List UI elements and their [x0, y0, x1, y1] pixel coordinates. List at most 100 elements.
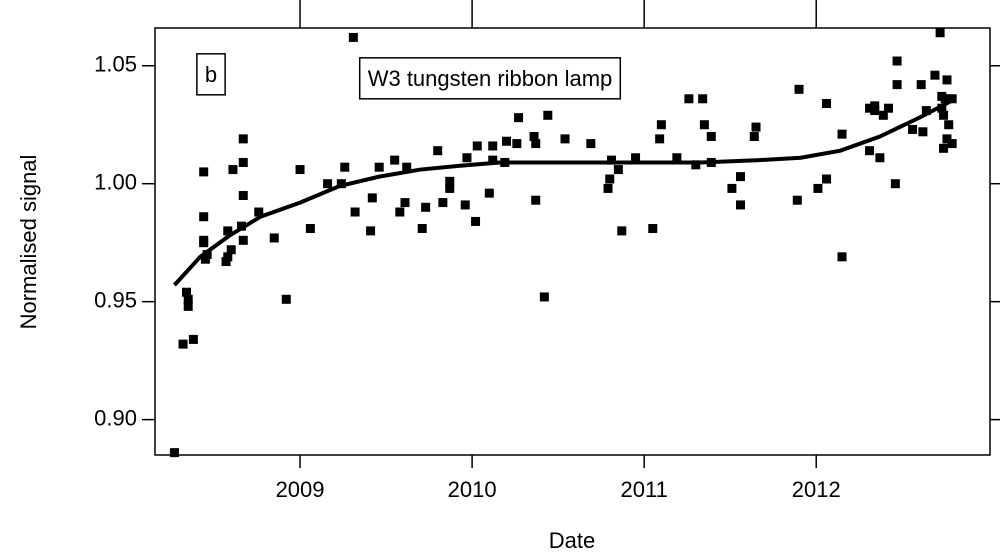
data-point [421, 202, 431, 212]
data-point [939, 143, 949, 153]
data-point [878, 110, 888, 120]
data-point [706, 132, 716, 142]
data-point [305, 224, 315, 234]
data-point [691, 160, 701, 170]
data-point [199, 212, 209, 222]
data-point [238, 235, 248, 245]
x-tick-label: 2010 [448, 477, 497, 502]
data-point [471, 216, 481, 226]
data-point [221, 257, 231, 267]
data-point [837, 252, 847, 262]
data-point [181, 287, 191, 297]
annotation: b [205, 62, 217, 87]
data-point [178, 339, 188, 349]
y-tick-label: 1.00 [94, 170, 137, 195]
data-point [183, 301, 193, 311]
annotation-box [196, 53, 226, 96]
data-point [488, 155, 498, 165]
data-point [223, 252, 233, 262]
data-point [402, 162, 412, 172]
y-tick-label: 1.05 [94, 52, 137, 77]
data-point [916, 80, 926, 90]
data-point [488, 141, 498, 151]
data-point [543, 110, 553, 120]
annotation-box [358, 57, 622, 100]
data-point [238, 134, 248, 144]
data-point [892, 56, 902, 66]
data-point [648, 224, 658, 234]
data-point [736, 172, 746, 182]
data-point [199, 167, 209, 177]
data-point [613, 165, 623, 175]
data-point [269, 233, 279, 243]
data-point [947, 139, 957, 149]
data-point [655, 134, 665, 144]
data-point [226, 245, 236, 255]
fit-line [172, 97, 957, 287]
data-point [918, 127, 928, 137]
data-point [942, 134, 952, 144]
data-point [281, 294, 291, 304]
data-point [875, 153, 885, 163]
data-point [438, 198, 448, 208]
data-point [656, 120, 666, 130]
data-point [921, 106, 931, 116]
data-point [445, 176, 455, 186]
annotation: W3 tungsten ribbon lamp [368, 66, 613, 91]
data-point [295, 165, 305, 175]
data-point [200, 254, 210, 264]
data-point [870, 106, 880, 116]
data-point [865, 103, 875, 113]
data-point [350, 207, 360, 217]
data-point [502, 136, 512, 146]
data-point [238, 190, 248, 200]
data-point [348, 32, 358, 42]
data-point [323, 179, 333, 189]
data-point [539, 292, 549, 302]
data-point [560, 134, 570, 144]
data-point [238, 157, 248, 167]
data-point [228, 165, 238, 175]
data-point [417, 224, 427, 234]
x-tick-label: 2011 [621, 477, 668, 502]
data-point [944, 120, 954, 130]
data-point [890, 179, 900, 189]
plot-frame [154, 27, 991, 456]
data-point [603, 183, 613, 193]
data-point [942, 75, 952, 85]
data-point [939, 110, 949, 120]
data-point [374, 162, 384, 172]
data-point [698, 94, 708, 104]
data-point [340, 162, 350, 172]
data-point [617, 226, 627, 236]
x-tick-label: 2012 [792, 477, 841, 502]
data-point [631, 153, 641, 163]
data-point [684, 94, 694, 104]
data-point [813, 183, 823, 193]
data-point [395, 207, 405, 217]
data-point [822, 98, 832, 108]
data-point [606, 155, 616, 165]
data-point [514, 113, 524, 123]
data-point [462, 153, 472, 163]
data-point [727, 183, 737, 193]
data-point [605, 174, 615, 184]
data-point [512, 139, 522, 149]
data-point [870, 101, 880, 111]
data-point [199, 238, 209, 248]
data-point [837, 129, 847, 139]
data-point [586, 139, 596, 149]
x-tick-label: 2009 [276, 477, 325, 502]
data-point [736, 200, 746, 210]
data-point [390, 155, 400, 165]
y-tick-label: 0.95 [94, 287, 137, 312]
data-point [751, 122, 761, 132]
data-point [531, 195, 541, 205]
data-point [940, 94, 950, 104]
data-point [433, 146, 443, 156]
data-point [892, 80, 902, 90]
data-point [930, 70, 940, 80]
data-point [445, 183, 455, 193]
data-point [749, 132, 759, 142]
